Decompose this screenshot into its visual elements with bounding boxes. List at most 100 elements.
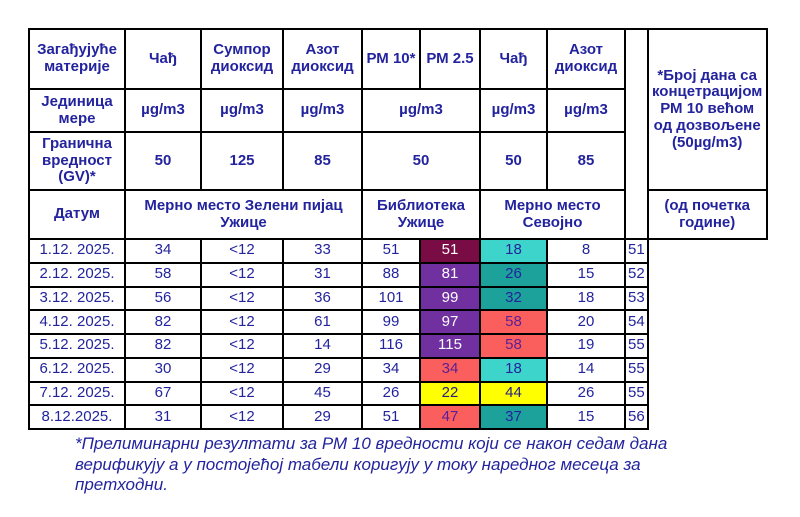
- unit-label: Јединица мере: [28, 88, 126, 133]
- col-header-pm10: РМ 10*: [361, 28, 421, 90]
- limit-cell: 50: [124, 131, 202, 191]
- value-cell: 82: [124, 333, 202, 359]
- pollutants-row: Загађујуће материје Чађ Сумпор диоксид А…: [28, 28, 768, 240]
- date-cell: 8.12.2025.: [28, 404, 126, 430]
- table-row: 6.12. 2025. 30 <12 29 34 34 18 14 55: [28, 356, 767, 383]
- unit-cell: µg/m3: [546, 88, 626, 133]
- col-header-no2-sevojno: Азот диоксид: [546, 28, 626, 90]
- days-count-cell: 54: [624, 309, 649, 335]
- date-cell: 3.12. 2025.: [28, 285, 126, 312]
- limit-label: Гранична вредност (GV)*: [28, 131, 126, 191]
- value-cell: 22: [419, 380, 481, 407]
- limit-cell: 50: [479, 131, 548, 191]
- value-cell: <12: [200, 285, 284, 312]
- units-row: Јединица мере µg/m3 µg/m3 µg/m3 µg/m3 µg…: [28, 88, 767, 133]
- air-quality-table: Загађујуће материје Чађ Сумпор диоксид А…: [28, 28, 768, 430]
- days-sublabel: (од почетка године): [646, 189, 768, 240]
- unit-cell: µg/m3: [124, 88, 202, 133]
- value-cell: <12: [200, 356, 284, 383]
- unit-cell: µg/m3: [479, 88, 548, 133]
- days-count-cell: 53: [624, 285, 649, 312]
- table-row: 5.12. 2025. 82 <12 14 116 115 58 19 55: [28, 333, 767, 359]
- unit-cell: µg/m3: [200, 88, 284, 133]
- value-cell: 29: [282, 404, 363, 430]
- value-cell: 34: [419, 356, 481, 383]
- days-count-cell: 52: [624, 261, 649, 288]
- days-count-cell: 51: [624, 238, 649, 264]
- value-cell: 88: [361, 261, 421, 288]
- date-cell: 1.12. 2025.: [28, 238, 126, 264]
- value-cell: 45: [282, 380, 363, 407]
- date-cell: 4.12. 2025.: [28, 309, 126, 335]
- col-header-soot-sevojno: Чађ: [479, 28, 548, 90]
- value-cell: 58: [479, 309, 548, 335]
- value-cell: 32: [479, 285, 548, 312]
- days-count-cell: 55: [624, 380, 649, 407]
- value-cell: 82: [124, 309, 202, 335]
- value-cell: 51: [361, 404, 421, 430]
- value-cell: 34: [361, 356, 421, 383]
- value-cell: 31: [124, 404, 202, 430]
- value-cell: 37: [479, 404, 548, 430]
- unit-cell: µg/m3: [282, 88, 363, 133]
- date-column-label: Датум: [28, 189, 126, 240]
- value-cell: 19: [546, 333, 626, 359]
- value-cell: <12: [200, 261, 284, 288]
- table-row: 2.12. 2025. 58 <12 31 88 81 26 15 52: [28, 261, 767, 288]
- value-cell: <12: [200, 380, 284, 407]
- value-cell: 31: [282, 261, 363, 288]
- value-cell: 99: [419, 285, 481, 312]
- value-cell: 58: [124, 261, 202, 288]
- value-cell: 51: [361, 238, 421, 264]
- stations-row: Датум Мерно место Зелени пијац Ужице Биб…: [28, 189, 768, 240]
- value-cell: 20: [546, 309, 626, 335]
- date-cell: 2.12. 2025.: [28, 261, 126, 288]
- value-cell: 97: [419, 309, 481, 335]
- value-cell: 18: [479, 238, 548, 264]
- value-cell: 56: [124, 285, 202, 312]
- value-cell: <12: [200, 238, 284, 264]
- value-cell: 26: [546, 380, 626, 407]
- col-header-pm25: РМ 2.5: [419, 28, 481, 90]
- limit-cell-pm: 50: [361, 131, 481, 191]
- col-header-soot-uzice: Чађ: [124, 28, 202, 90]
- col-header-so2: Сумпор диоксид: [200, 28, 284, 90]
- table-row: 3.12. 2025. 56 <12 36 101 99 32 18 53: [28, 285, 767, 312]
- date-cell: 7.12. 2025.: [28, 380, 126, 407]
- unit-cell-pm: µg/m3: [361, 88, 481, 133]
- pollutants-label: Загађујуће материје: [28, 28, 126, 90]
- table-row: 1.12. 2025. 34 <12 33 51 51 18 8 51: [28, 238, 767, 264]
- value-cell: 15: [546, 261, 626, 288]
- value-cell: 81: [419, 261, 481, 288]
- value-cell: 14: [546, 356, 626, 383]
- value-cell: 51: [419, 238, 481, 264]
- value-cell: 36: [282, 285, 363, 312]
- header-rows: Загађујуће материје Чађ Сумпор диоксид А…: [28, 28, 768, 240]
- footnote-text: *Прелиминарни резултати за РМ 10 вреднос…: [75, 434, 668, 495]
- value-cell: 29: [282, 356, 363, 383]
- value-cell: 8: [546, 238, 626, 264]
- value-cell: 18: [479, 356, 548, 383]
- value-cell: 58: [479, 333, 548, 359]
- column-gap: [624, 28, 649, 240]
- data-rows: 1.12. 2025. 34 <12 33 51 51 18 8 51 2.12. 2025. 58…: [28, 238, 767, 430]
- value-cell: 33: [282, 238, 363, 264]
- value-cell: <12: [200, 309, 284, 335]
- limit-cell: 125: [200, 131, 284, 191]
- days-count-cell: 55: [624, 356, 649, 383]
- value-cell: 61: [282, 309, 363, 335]
- value-cell: 18: [546, 285, 626, 312]
- value-cell: 67: [124, 380, 202, 407]
- value-cell: 99: [361, 309, 421, 335]
- limit-values-row: Гранична вредност (GV)* 50 125 85 50 50 …: [28, 131, 767, 191]
- value-cell: 101: [361, 285, 421, 312]
- value-cell: 34: [124, 238, 202, 264]
- col-header-no2-uzice: Азот диоксид: [282, 28, 363, 90]
- days-count-cell: 56: [624, 404, 649, 430]
- value-cell: 44: [479, 380, 548, 407]
- value-cell: 26: [361, 380, 421, 407]
- value-cell: <12: [200, 333, 284, 359]
- value-cell: 14: [282, 333, 363, 359]
- date-cell: 5.12. 2025.: [28, 333, 126, 359]
